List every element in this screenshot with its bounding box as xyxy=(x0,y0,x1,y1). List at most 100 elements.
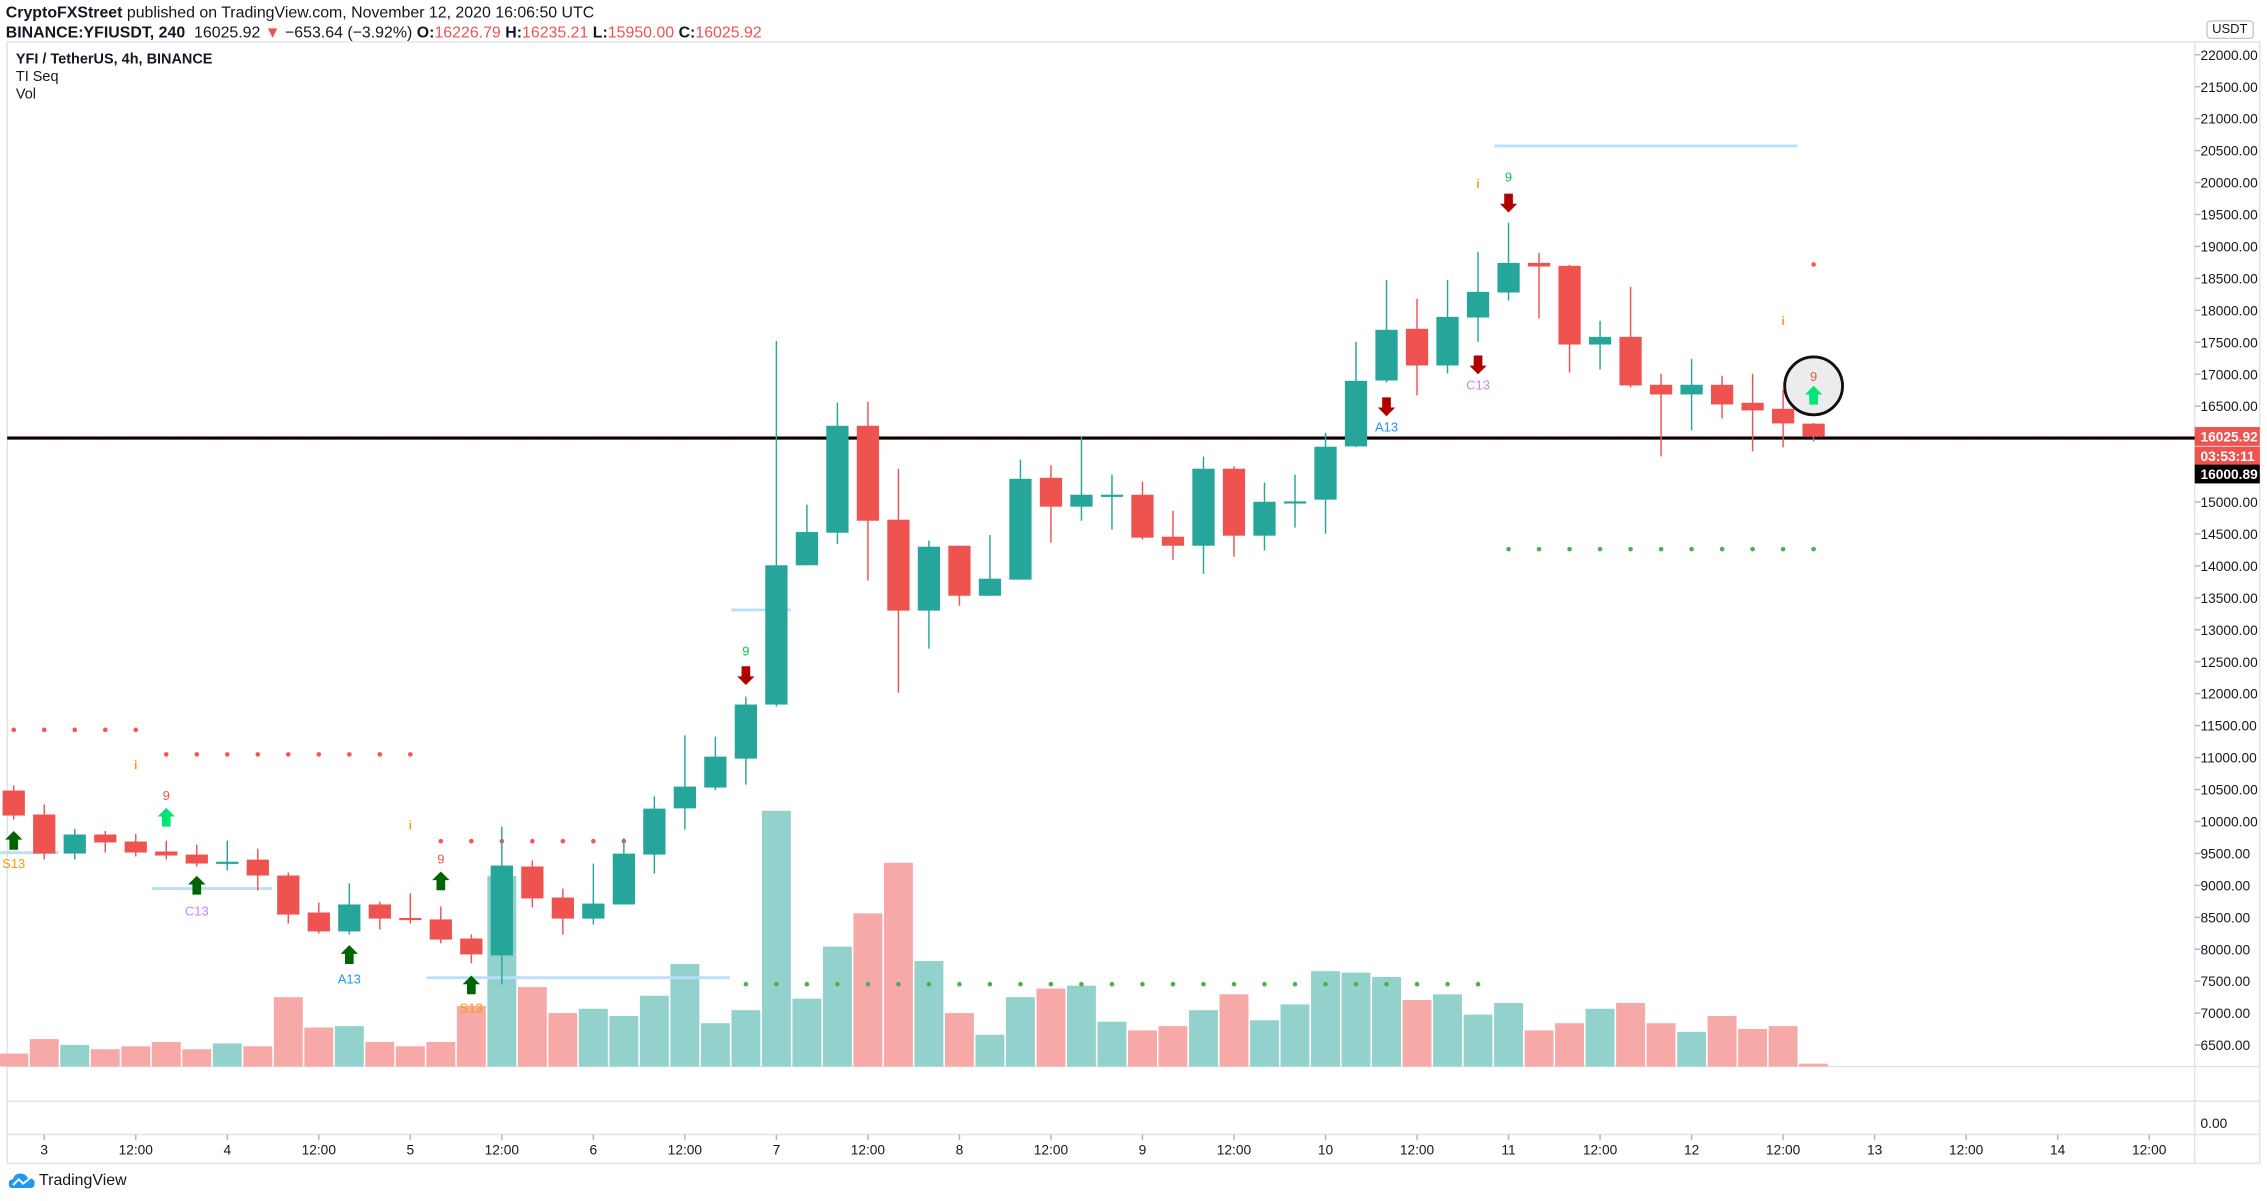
setup-dot xyxy=(1780,546,1786,552)
setup-dot xyxy=(1353,981,1359,987)
candle-body[interactable] xyxy=(1802,423,1825,437)
candle-body[interactable] xyxy=(338,904,361,932)
time-axis-label: 12:00 xyxy=(1400,1143,1435,1158)
candle-body[interactable] xyxy=(1436,316,1459,366)
candle-body[interactable] xyxy=(246,859,269,876)
volume-bar xyxy=(1585,1008,1615,1067)
candle-body[interactable] xyxy=(765,565,788,705)
candle-body[interactable] xyxy=(429,919,452,940)
candle-body[interactable] xyxy=(277,875,300,915)
candle-body[interactable] xyxy=(1070,494,1093,507)
candle-body[interactable] xyxy=(399,917,422,921)
time-axis-label: 12:00 xyxy=(1949,1143,1984,1158)
candle-body[interactable] xyxy=(1466,291,1490,318)
currency-badge[interactable]: USDT xyxy=(2206,20,2254,40)
candle-body[interactable] xyxy=(673,786,697,809)
candle-body[interactable] xyxy=(1009,478,1032,580)
volume-bar xyxy=(1005,997,1035,1067)
info-icon[interactable]: i xyxy=(1476,179,1479,191)
legend-indicator-vol[interactable]: Vol xyxy=(15,86,37,103)
candle-body[interactable] xyxy=(155,851,178,856)
candle-body[interactable] xyxy=(1558,265,1581,345)
candle-body[interactable] xyxy=(1405,328,1429,366)
candle-body[interactable] xyxy=(1222,468,1246,536)
time-axis-label: 10 xyxy=(1318,1143,1334,1158)
candle-body[interactable] xyxy=(1131,494,1154,538)
candle-body[interactable] xyxy=(1710,384,1734,405)
candle-body[interactable] xyxy=(734,704,758,759)
setup-dot xyxy=(285,752,291,757)
candle-body[interactable] xyxy=(1253,501,1276,536)
volume-bar xyxy=(1433,994,1462,1067)
candle-body[interactable] xyxy=(551,897,574,919)
candle-body[interactable] xyxy=(1192,468,1215,546)
candle-body[interactable] xyxy=(1283,501,1307,504)
time-axis-label: 9 xyxy=(1139,1143,1147,1158)
lower-pane-axis-label: 0.00 xyxy=(2201,1116,2228,1131)
setup-dot xyxy=(804,981,810,987)
candle-body[interactable] xyxy=(1741,402,1764,411)
candle-body[interactable] xyxy=(490,865,513,956)
candle-body[interactable] xyxy=(1649,384,1673,395)
candle-body[interactable] xyxy=(1344,380,1368,447)
time-axis-label: 13 xyxy=(1867,1143,1883,1158)
candle-body[interactable] xyxy=(948,545,971,596)
candle-body[interactable] xyxy=(185,854,208,864)
info-icon[interactable]: i xyxy=(134,760,137,772)
candle-body[interactable] xyxy=(124,841,147,853)
setup-dot xyxy=(1323,981,1328,987)
volume-bar xyxy=(273,997,303,1067)
candle-body[interactable] xyxy=(582,903,605,919)
candle-body[interactable] xyxy=(1771,408,1795,424)
setup-dot xyxy=(1628,546,1633,552)
candle-body[interactable] xyxy=(1375,329,1398,381)
candle-body[interactable] xyxy=(94,834,117,843)
volume-bar xyxy=(578,1008,608,1067)
candle-body[interactable] xyxy=(1161,536,1185,546)
candle-body[interactable] xyxy=(307,912,330,932)
candle-body[interactable] xyxy=(216,861,239,864)
candle-body[interactable] xyxy=(704,756,727,788)
volume-bar xyxy=(700,1023,730,1067)
price-axis-label: 17500.00 xyxy=(2201,335,2259,350)
candle-body[interactable] xyxy=(978,578,1002,596)
candle-body[interactable] xyxy=(1680,384,1703,395)
low-value: 15950.00 xyxy=(607,24,675,42)
time-axis-label: 12:00 xyxy=(851,1143,886,1158)
price-axis-label: 13500.00 xyxy=(2201,591,2259,606)
volume-bar xyxy=(822,946,852,1067)
candle-body[interactable] xyxy=(63,834,86,854)
author-name[interactable]: CryptoFXStreet xyxy=(5,4,123,22)
legend-indicator-tiseq[interactable]: TI Seq xyxy=(15,69,59,86)
candle-body[interactable] xyxy=(643,808,666,855)
info-icon[interactable]: i xyxy=(1781,316,1784,328)
volume-bar xyxy=(1128,1030,1157,1067)
candle-body[interactable] xyxy=(917,546,941,611)
candle-body[interactable] xyxy=(1497,262,1520,293)
candle-body[interactable] xyxy=(795,532,819,566)
candle-body[interactable] xyxy=(1314,446,1337,500)
candle-body[interactable] xyxy=(1588,336,1612,345)
candle-body[interactable] xyxy=(1100,494,1124,497)
candle-body[interactable] xyxy=(2,790,25,816)
info-icon[interactable]: i xyxy=(409,821,412,833)
candle-body[interactable] xyxy=(368,904,391,919)
candle-body[interactable] xyxy=(521,866,544,899)
setup-dot xyxy=(957,981,962,987)
candle-body[interactable] xyxy=(856,425,880,521)
candle-body[interactable] xyxy=(612,853,635,905)
setup-dot xyxy=(1689,546,1694,552)
setup-dot xyxy=(1597,546,1603,552)
volume-bar xyxy=(1219,994,1249,1067)
volume-bar xyxy=(1555,1023,1585,1067)
candle-body[interactable] xyxy=(33,814,56,854)
candle-body[interactable] xyxy=(1527,262,1551,267)
candle-body[interactable] xyxy=(887,519,910,611)
candle-body[interactable] xyxy=(1619,336,1642,386)
setup-dot xyxy=(1719,546,1725,552)
candle-body[interactable] xyxy=(460,938,483,955)
candle-body[interactable] xyxy=(826,425,849,533)
candle-body[interactable] xyxy=(1039,477,1063,507)
price-axis-label: 10500.00 xyxy=(2201,783,2259,798)
